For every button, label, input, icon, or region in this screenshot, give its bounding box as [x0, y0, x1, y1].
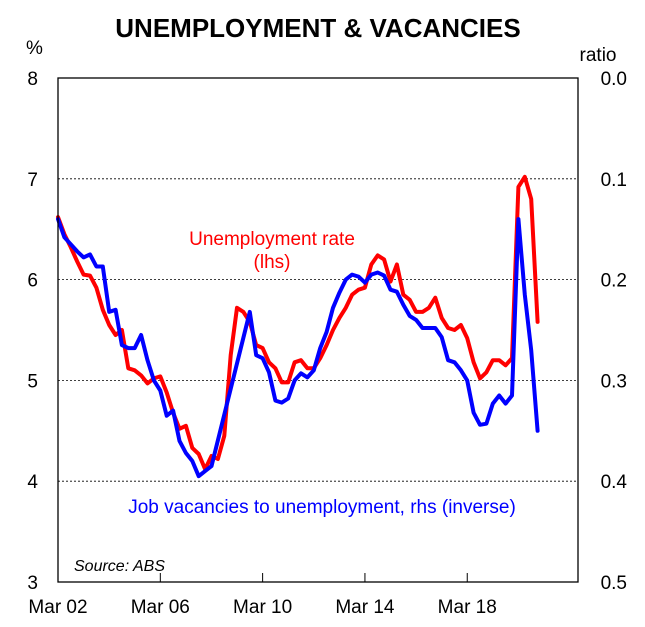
- source-note: Source: ABS: [74, 558, 165, 575]
- x-tick-label: Mar 10: [233, 597, 292, 618]
- right-axis-unit: ratio: [580, 45, 617, 66]
- left-tick-label: 7: [27, 170, 38, 191]
- vacancies-label: Job vacancies to unemployment, rhs (inve…: [128, 497, 516, 518]
- x-tick-label: Mar 14: [335, 597, 395, 618]
- vacancies-ratio-line: [56, 217, 540, 479]
- left-tick-label: 4: [27, 472, 38, 493]
- x-tick-label: Mar 18: [438, 597, 497, 618]
- left-tick-label: 5: [27, 371, 38, 392]
- unemployment-label-line1: Unemployment rate: [189, 229, 355, 250]
- right-tick-label: 0.3: [601, 371, 627, 392]
- x-axis-tick-labels: Mar 02 Mar 06 Mar 10 Mar 14 Mar 18: [28, 597, 496, 618]
- right-tick-label: 0.2: [601, 271, 627, 292]
- series-lines: [56, 174, 540, 479]
- unemployment-rate-line: [56, 174, 540, 472]
- x-tick-label: Mar 06: [131, 597, 190, 618]
- left-axis-tick-labels: 3 4 5 6 7 8: [27, 69, 38, 594]
- left-tick-label: 8: [27, 69, 38, 90]
- chart-title: UNEMPLOYMENT & VACANCIES: [115, 13, 520, 43]
- left-tick-label: 6: [27, 271, 38, 292]
- right-tick-label: 0.1: [601, 170, 627, 191]
- right-tick-label: 0.0: [601, 69, 627, 90]
- right-tick-label: 0.4: [601, 472, 628, 493]
- plot-frame: [57, 77, 579, 583]
- x-tick-label: Mar 02: [28, 597, 87, 618]
- left-tick-label: 3: [27, 573, 38, 594]
- gridlines: [58, 178, 578, 482]
- unemployment-label-line2: (lhs): [254, 252, 291, 273]
- left-axis-unit: %: [26, 38, 43, 59]
- right-tick-label: 0.5: [601, 573, 627, 594]
- right-axis-tick-labels: 0.0 0.1 0.2 0.3 0.4 0.5: [601, 69, 628, 594]
